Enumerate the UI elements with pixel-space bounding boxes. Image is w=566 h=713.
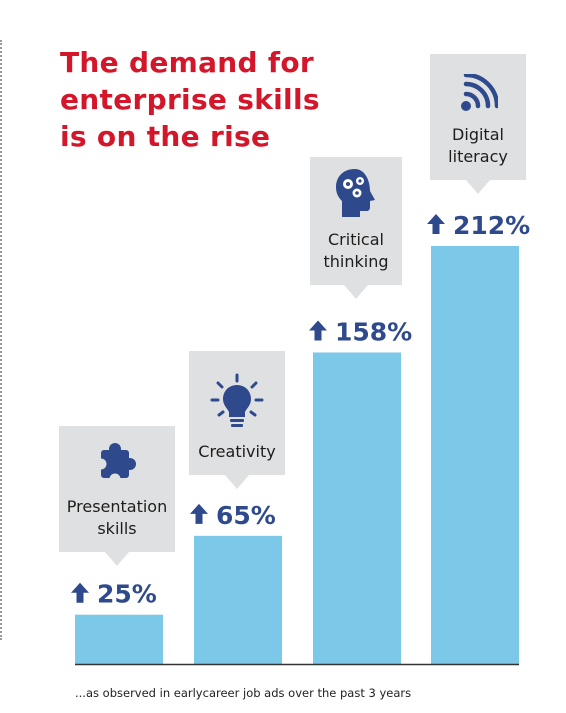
up-arrow-icon [427,214,445,234]
bar-critical-thinking [313,352,401,664]
value-label: 158% [335,317,412,346]
page-edge-dotted-line [0,40,2,640]
callout-label-line: literacy [448,147,508,166]
bar-presentation-skills [75,614,163,664]
callout-label-line: Critical [328,230,384,249]
callout-digital-literacy: Digital literacy [430,54,526,194]
signal-icon [461,74,498,111]
callout-label-line: skills [97,519,137,538]
callout-label: Presentation skills [67,496,167,540]
title-line-1: The demand for [60,46,315,79]
up-arrow-icon [71,582,89,603]
callout-label-line: Creativity [198,442,276,461]
bar-creativity [194,535,282,664]
footnote: ...as observed in earlycareer job ads ov… [75,686,412,700]
up-arrow-icon [309,320,327,341]
callout-label: Creativity [198,441,275,463]
callout-critical-thinking: Critical thinking [310,157,402,299]
callout-creativity: Creativity [189,351,285,489]
chart-title: The demand for enterprise skills is on t… [60,44,360,155]
up-arrow-icon [190,503,208,524]
callout-label-line: Digital [452,125,504,144]
value-label: 25% [97,580,157,609]
puzzle-icon [95,443,136,485]
title-line-2: enterprise skills [60,83,320,116]
callout-label-line: Presentation [66,497,168,516]
value-label: 212% [453,211,530,240]
callout-label: Critical thinking [323,229,388,273]
callout-presentation-skills: Presentation skills [59,426,175,566]
title-line-3: is on the rise [60,120,271,153]
lightbulb-icon [210,373,264,427]
bar-digital-literacy [431,246,519,664]
value-label: 65% [216,501,276,530]
callout-label-line: thinking [323,252,389,271]
brain-gears-icon [336,169,375,217]
callout-label: Digital literacy [448,124,508,168]
